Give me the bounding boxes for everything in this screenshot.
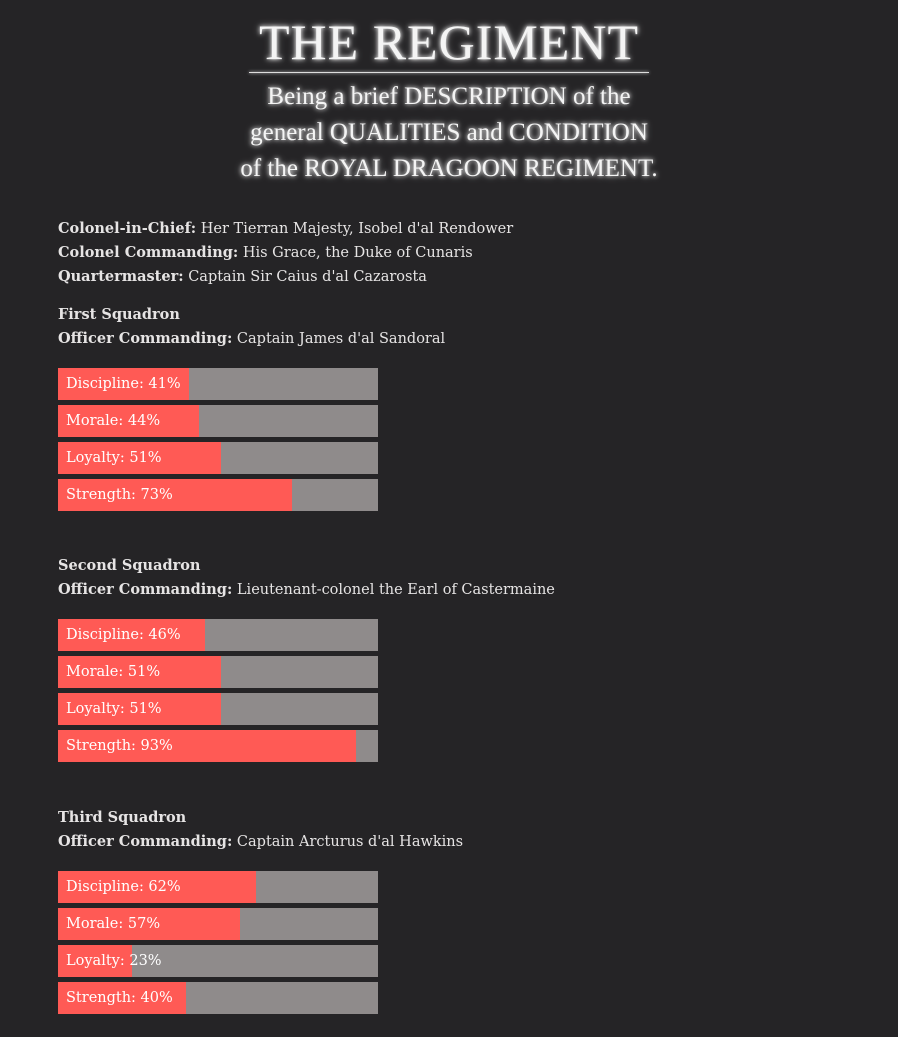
stat-label: Strength: 73% xyxy=(66,487,173,503)
stat-label: Morale: 51% xyxy=(66,664,161,680)
squadron-title: First Squadron xyxy=(58,306,180,323)
stat-bar: Strength: 40% xyxy=(58,982,378,1014)
regiment-info: Colonel-in-Chief: Her Tierran Majesty, I… xyxy=(58,217,513,289)
info-label: Quartermaster: xyxy=(58,268,184,285)
stat-bars: Discipline: 41% Morale: 44% Loyalty: 51% St… xyxy=(58,368,445,511)
stat-bar: Morale: 57% xyxy=(58,908,378,940)
info-value: Her Tierran Majesty, Isobel d'al Rendowe… xyxy=(200,221,514,237)
stat-label: Loyalty: 51% xyxy=(66,450,162,466)
stat-bar-fill xyxy=(58,405,199,437)
stat-bar-fill xyxy=(58,908,241,940)
squadron-section: Third Squadron Officer Commanding: Capta… xyxy=(58,806,463,1019)
subtitle-line: general QUALITIES and CONDITION xyxy=(250,119,648,146)
info-row: Quartermaster: Captain Sir Caius d'al Ca… xyxy=(58,265,513,289)
officer-name: Lieutenant-colonel the Earl of Castermai… xyxy=(236,582,555,598)
stat-bars: Discipline: 62% Morale: 57% Loyalty: 23% St… xyxy=(58,871,463,1014)
stat-bar-fill xyxy=(58,693,222,725)
stat-label: Discipline: 62% xyxy=(66,879,181,895)
stat-bar: Strength: 93% xyxy=(58,730,378,762)
stat-bar-fill xyxy=(58,442,222,474)
stat-bar-fill xyxy=(58,368,190,400)
squadron-title: Third Squadron xyxy=(58,809,187,826)
title-divider xyxy=(249,72,649,73)
page-title: THE REGIMENT xyxy=(259,14,639,70)
stat-label: Discipline: 41% xyxy=(66,376,181,392)
stat-bar-fill xyxy=(58,619,206,651)
info-row: Colonel-in-Chief: Her Tierran Majesty, I… xyxy=(58,217,513,241)
stat-bar: Discipline: 41% xyxy=(58,368,378,400)
squadron-title: Second Squadron xyxy=(58,557,201,574)
stat-bar: Loyalty: 51% xyxy=(58,442,378,474)
squadron-section: Second Squadron Officer Commanding: Lieu… xyxy=(58,554,555,767)
stat-bars: Discipline: 46% Morale: 51% Loyalty: 51% St… xyxy=(58,619,555,762)
stat-bar-fill xyxy=(58,656,222,688)
page-header: THE REGIMENT Being a brief DESCRIPTION o… xyxy=(0,14,898,187)
stat-bar: Morale: 51% xyxy=(58,656,378,688)
stat-bar-fill xyxy=(58,871,257,903)
stat-label: Discipline: 46% xyxy=(66,627,181,643)
stat-bar: Loyalty: 23% xyxy=(58,945,378,977)
stat-label: Morale: 57% xyxy=(66,916,161,932)
officer-row: Officer Commanding: Captain James d'al S… xyxy=(58,327,445,351)
info-value: His Grace, the Duke of Cunaris xyxy=(242,245,473,261)
info-label: Colonel Commanding: xyxy=(58,244,239,261)
info-label: Colonel-in-Chief: xyxy=(58,220,197,237)
stat-label: Strength: 93% xyxy=(66,738,173,754)
officer-label: Officer Commanding: xyxy=(58,833,233,850)
officer-label: Officer Commanding: xyxy=(58,581,233,598)
stat-bar: Strength: 73% xyxy=(58,479,378,511)
stat-bar-fill xyxy=(58,945,132,977)
stat-bar: Loyalty: 51% xyxy=(58,693,378,725)
officer-row: Officer Commanding: Captain Arcturus d'a… xyxy=(58,830,463,854)
stat-bar-fill xyxy=(58,982,186,1014)
stat-bar: Morale: 44% xyxy=(58,405,378,437)
info-value: Captain Sir Caius d'al Cazarosta xyxy=(188,269,427,285)
stat-bar: Discipline: 46% xyxy=(58,619,378,651)
subtitle-line: Being a brief DESCRIPTION of the xyxy=(267,83,631,110)
stat-bar: Discipline: 62% xyxy=(58,871,378,903)
stat-label: Morale: 44% xyxy=(66,413,161,429)
officer-row: Officer Commanding: Lieutenant-colonel t… xyxy=(58,578,555,602)
stat-bar-fill xyxy=(58,479,292,511)
stat-label: Loyalty: 23% xyxy=(66,953,162,969)
officer-label: Officer Commanding: xyxy=(58,330,233,347)
stat-bar-fill xyxy=(58,730,356,762)
subtitle-line: of the ROYAL DRAGOON REGIMENT. xyxy=(240,155,658,182)
stat-label: Strength: 40% xyxy=(66,990,173,1006)
squadron-section: First Squadron Officer Commanding: Capta… xyxy=(58,303,445,516)
officer-name: Captain Arcturus d'al Hawkins xyxy=(236,834,464,850)
stat-label: Loyalty: 51% xyxy=(66,701,162,717)
info-row: Colonel Commanding: His Grace, the Duke … xyxy=(58,241,513,265)
officer-name: Captain James d'al Sandoral xyxy=(236,331,446,347)
